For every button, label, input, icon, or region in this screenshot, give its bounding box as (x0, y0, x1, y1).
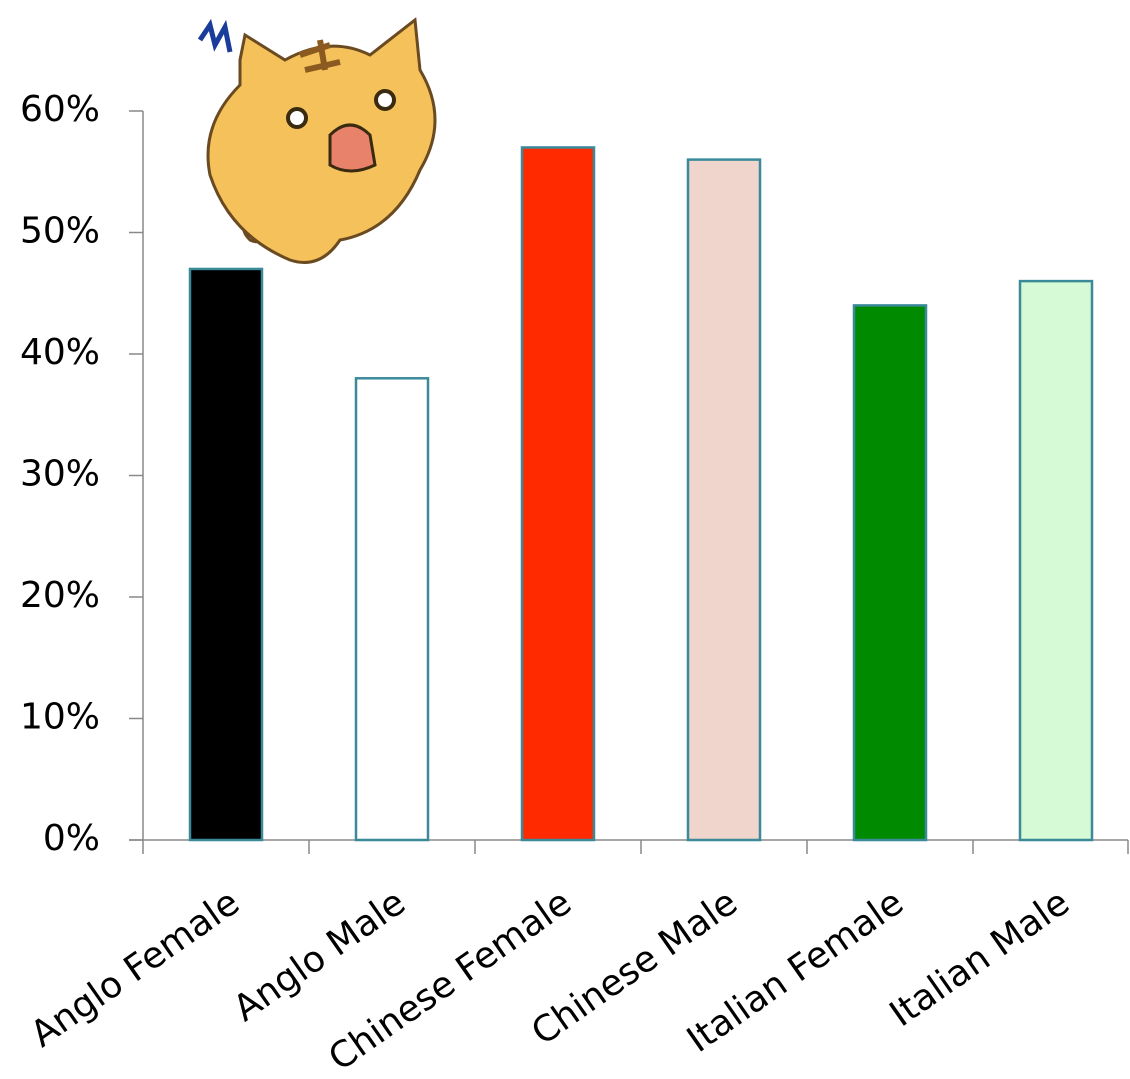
cat-eye (286, 107, 308, 129)
cat-stripes (299, 39, 341, 73)
y-tick-label: 10% (20, 697, 100, 738)
cat-body (206, 17, 437, 264)
cartoon-cat (197, 17, 437, 264)
bar (354, 377, 430, 842)
shock-lines (197, 18, 233, 53)
bar (1018, 279, 1094, 842)
bar (520, 146, 596, 842)
cat-mouth (328, 123, 377, 173)
y-tick-label: 30% (20, 454, 100, 495)
x-tick-label: Italian Male (883, 882, 1077, 1035)
y-tick-label: 40% (20, 332, 100, 373)
bar (686, 158, 762, 842)
y-tick-label: 60% (20, 89, 100, 130)
y-tick-label: 20% (20, 575, 100, 616)
y-tick-label: 0% (43, 818, 100, 859)
bar (188, 267, 264, 842)
y-tick-label: 50% (20, 211, 100, 252)
cat-eye (374, 89, 396, 111)
x-tick-label: Anglo Female (24, 882, 247, 1056)
bar (852, 304, 928, 842)
